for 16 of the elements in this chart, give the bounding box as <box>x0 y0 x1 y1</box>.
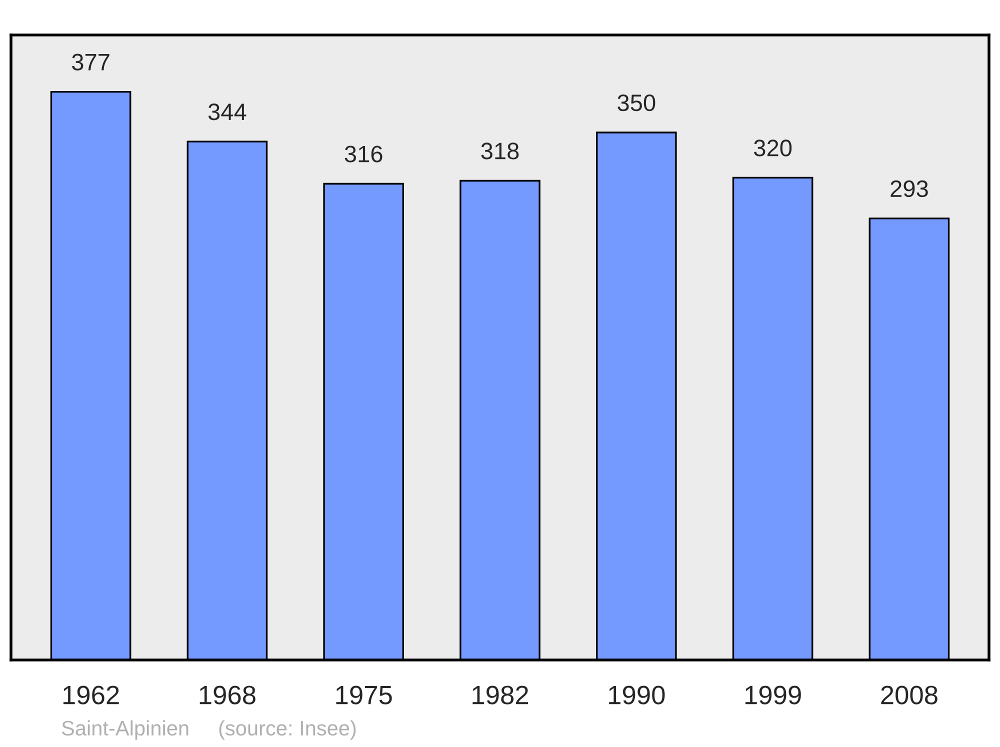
data-label: 318 <box>481 142 519 160</box>
text: (source: Insee) <box>219 720 356 740</box>
data-label: 316 <box>344 146 382 162</box>
data-label: 293 <box>890 180 928 198</box>
x-tick-label: 1982 <box>472 686 528 704</box>
x-tick-label: 2008 <box>881 686 938 704</box>
x-tick-label: 1968 <box>200 686 256 704</box>
x-tick-label: 1999 <box>745 686 801 704</box>
data-label: 344 <box>208 104 246 120</box>
x-tick-label: 1975 <box>336 686 392 704</box>
data-label: 320 <box>754 140 792 156</box>
x-tick-label: 1990 <box>609 686 665 704</box>
x-tick-label: 1962 <box>63 686 119 704</box>
data-label: 350 <box>618 94 656 112</box>
text: Saint-Alpinien <box>62 720 188 740</box>
data-label: 377 <box>72 54 110 70</box>
